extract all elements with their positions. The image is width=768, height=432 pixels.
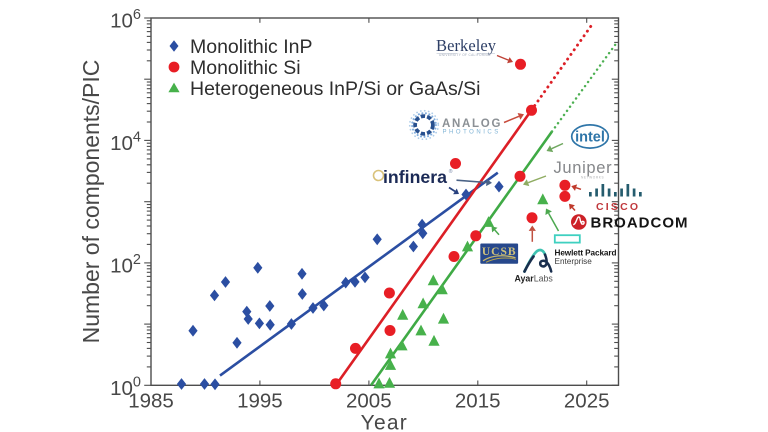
svg-text:infinera: infinera <box>383 167 447 187</box>
svg-text:PHOTONICS: PHOTONICS <box>443 130 501 136</box>
svg-text:UCSB: UCSB <box>482 246 517 258</box>
svg-text:ANALOG: ANALOG <box>442 118 502 130</box>
svg-text:Year: Year <box>361 412 408 432</box>
svg-text:1985: 1985 <box>128 389 174 412</box>
svg-text:Monolithic InP: Monolithic InP <box>190 36 312 58</box>
svg-text:UNIVERSITY OF CALIFORNIA: UNIVERSITY OF CALIFORNIA <box>439 53 491 57</box>
svg-text:2025: 2025 <box>564 389 610 412</box>
svg-text:BROADCOM: BROADCOM <box>591 214 689 231</box>
svg-text:CISCO: CISCO <box>596 201 640 213</box>
svg-text:100: 100 <box>110 374 141 399</box>
svg-text:Berkeley: Berkeley <box>436 36 497 55</box>
svg-text:2015: 2015 <box>455 389 501 412</box>
svg-text:2005: 2005 <box>346 389 392 412</box>
svg-text:Number of components/PIC: Number of components/PIC <box>78 60 104 344</box>
svg-text:Juniper: Juniper <box>554 159 613 177</box>
svg-text:Hewlett Packard: Hewlett Packard <box>555 249 617 258</box>
svg-text:®: ® <box>449 168 453 175</box>
svg-text:1995: 1995 <box>237 389 283 412</box>
svg-text:Heterogeneous InP/Si or GaAs/S: Heterogeneous InP/Si or GaAs/Si <box>190 78 481 100</box>
svg-text:intel: intel <box>575 130 605 146</box>
svg-text:NETWORKS: NETWORKS <box>581 176 604 180</box>
svg-text:Enterprise: Enterprise <box>555 257 593 266</box>
svg-text:AyarLabs: AyarLabs <box>515 274 554 284</box>
svg-text:Monolithic Si: Monolithic Si <box>190 57 301 79</box>
svg-text:106: 106 <box>110 7 141 32</box>
